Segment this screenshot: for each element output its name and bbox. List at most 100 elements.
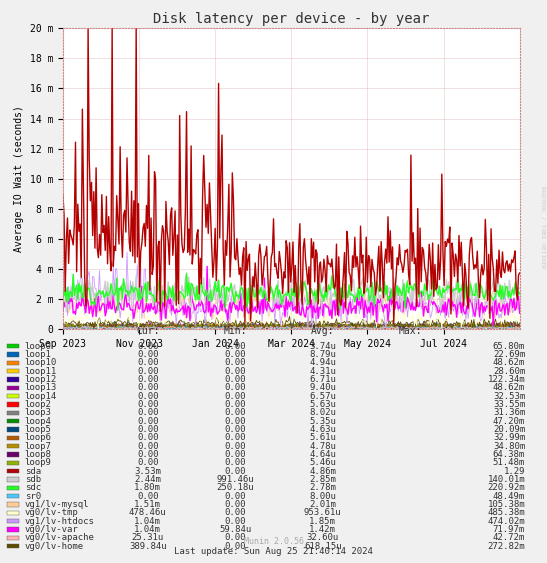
Text: 272.82m: 272.82m (487, 542, 525, 551)
Text: 8.00u: 8.00u (309, 491, 336, 501)
Text: 0.00: 0.00 (137, 458, 159, 467)
Text: vg0/lv-apache: vg0/lv-apache (25, 533, 95, 542)
Text: vg0/lv-home: vg0/lv-home (25, 542, 84, 551)
Text: 5.46u: 5.46u (309, 458, 336, 467)
Text: 0.00: 0.00 (137, 358, 159, 367)
Text: 0.00: 0.00 (137, 342, 159, 351)
Text: 32.53m: 32.53m (493, 392, 525, 401)
Text: 1.85m: 1.85m (309, 517, 336, 526)
Text: 0.00: 0.00 (224, 491, 246, 501)
Text: 953.61u: 953.61u (304, 508, 341, 517)
Text: 65.80m: 65.80m (493, 342, 525, 351)
Text: Min:: Min: (224, 327, 247, 337)
Text: vg0/lv-tmp: vg0/lv-tmp (25, 508, 78, 517)
Title: Disk latency per device - by year: Disk latency per device - by year (153, 12, 429, 25)
Text: 1.04m: 1.04m (134, 517, 161, 526)
Text: 478.46u: 478.46u (129, 508, 166, 517)
Text: Cur:: Cur: (136, 327, 159, 337)
Text: loop7: loop7 (25, 441, 51, 450)
Text: 1.42m: 1.42m (309, 525, 336, 534)
Text: 5.35u: 5.35u (309, 417, 336, 426)
Text: 618.15u: 618.15u (304, 542, 341, 551)
Text: 64.38m: 64.38m (493, 450, 525, 459)
Text: 0.00: 0.00 (224, 408, 246, 417)
Text: 48.49m: 48.49m (493, 491, 525, 501)
Text: 51.48m: 51.48m (493, 458, 525, 467)
Text: 0.00: 0.00 (224, 533, 246, 542)
Text: 0.00: 0.00 (224, 425, 246, 434)
Text: loop12: loop12 (25, 375, 57, 384)
Text: 140.01m: 140.01m (487, 475, 525, 484)
Text: loop0: loop0 (25, 342, 51, 351)
Text: 4.94u: 4.94u (309, 358, 336, 367)
Text: 0.00: 0.00 (224, 542, 246, 551)
Text: 6.57u: 6.57u (309, 392, 336, 401)
Text: 32.60u: 32.60u (307, 533, 339, 542)
Text: vg0/lv-var: vg0/lv-var (25, 525, 78, 534)
Text: 8.79u: 8.79u (309, 350, 336, 359)
Text: 48.62m: 48.62m (493, 383, 525, 392)
Text: 389.84u: 389.84u (129, 542, 166, 551)
Text: 220.92m: 220.92m (487, 483, 525, 492)
Text: Munin 2.0.56: Munin 2.0.56 (243, 537, 304, 546)
Text: 22.69m: 22.69m (493, 350, 525, 359)
Text: 2.01m: 2.01m (309, 500, 336, 509)
Text: 4.31u: 4.31u (309, 367, 336, 376)
Text: 0.00: 0.00 (137, 434, 159, 443)
Text: 33.55m: 33.55m (493, 400, 525, 409)
Text: sdb: sdb (25, 475, 40, 484)
Text: 32.99m: 32.99m (493, 434, 525, 443)
Text: 2.78m: 2.78m (309, 483, 336, 492)
Text: 0.00: 0.00 (137, 491, 159, 501)
Text: 71.97m: 71.97m (493, 525, 525, 534)
Text: 0.00: 0.00 (224, 458, 246, 467)
Text: 48.62m: 48.62m (493, 358, 525, 367)
Text: 0.00: 0.00 (224, 434, 246, 443)
Text: loop3: loop3 (25, 408, 51, 417)
Text: 0.00: 0.00 (224, 508, 246, 517)
Text: loop4: loop4 (25, 417, 51, 426)
Text: RRDTOOL / TOBI OETIKER: RRDTOOL / TOBI OETIKER (541, 186, 546, 269)
Text: 42.72m: 42.72m (493, 533, 525, 542)
Text: 105.38m: 105.38m (487, 500, 525, 509)
Text: 4.63u: 4.63u (309, 425, 336, 434)
Text: loop6: loop6 (25, 434, 51, 443)
Text: 4.86m: 4.86m (309, 467, 336, 476)
Text: Avg:: Avg: (311, 327, 334, 337)
Text: 0.00: 0.00 (137, 450, 159, 459)
Text: 3.53m: 3.53m (134, 467, 161, 476)
Text: 0.00: 0.00 (224, 467, 246, 476)
Text: 2.85m: 2.85m (309, 475, 336, 484)
Text: 28.60m: 28.60m (493, 367, 525, 376)
Text: 5.61u: 5.61u (309, 434, 336, 443)
Text: Max:: Max: (399, 327, 422, 337)
Text: 0.00: 0.00 (137, 375, 159, 384)
Text: 0.00: 0.00 (137, 350, 159, 359)
Text: 0.00: 0.00 (137, 441, 159, 450)
Text: 0.00: 0.00 (224, 350, 246, 359)
Text: sr0: sr0 (25, 491, 40, 501)
Text: 1.51m: 1.51m (134, 500, 161, 509)
Text: 0.00: 0.00 (137, 383, 159, 392)
Text: 250.18u: 250.18u (217, 483, 254, 492)
Text: 0.00: 0.00 (137, 367, 159, 376)
Text: 0.00: 0.00 (224, 367, 246, 376)
Text: 0.00: 0.00 (137, 392, 159, 401)
Text: 0.00: 0.00 (224, 400, 246, 409)
Text: loop10: loop10 (25, 358, 57, 367)
Text: 0.00: 0.00 (224, 358, 246, 367)
Text: 0.00: 0.00 (137, 425, 159, 434)
Text: 0.00: 0.00 (137, 408, 159, 417)
Text: 6.71u: 6.71u (309, 375, 336, 384)
Text: loop14: loop14 (25, 392, 57, 401)
Text: Last update: Sun Aug 25 21:40:14 2024: Last update: Sun Aug 25 21:40:14 2024 (174, 547, 373, 556)
Text: 0.00: 0.00 (224, 417, 246, 426)
Text: sdc: sdc (25, 483, 40, 492)
Text: 25.31u: 25.31u (132, 533, 164, 542)
Text: 0.00: 0.00 (137, 417, 159, 426)
Text: 122.34m: 122.34m (487, 375, 525, 384)
Text: 0.00: 0.00 (224, 450, 246, 459)
Text: 1.80m: 1.80m (134, 483, 161, 492)
Text: 0.00: 0.00 (224, 342, 246, 351)
Text: 2.44m: 2.44m (134, 475, 161, 484)
